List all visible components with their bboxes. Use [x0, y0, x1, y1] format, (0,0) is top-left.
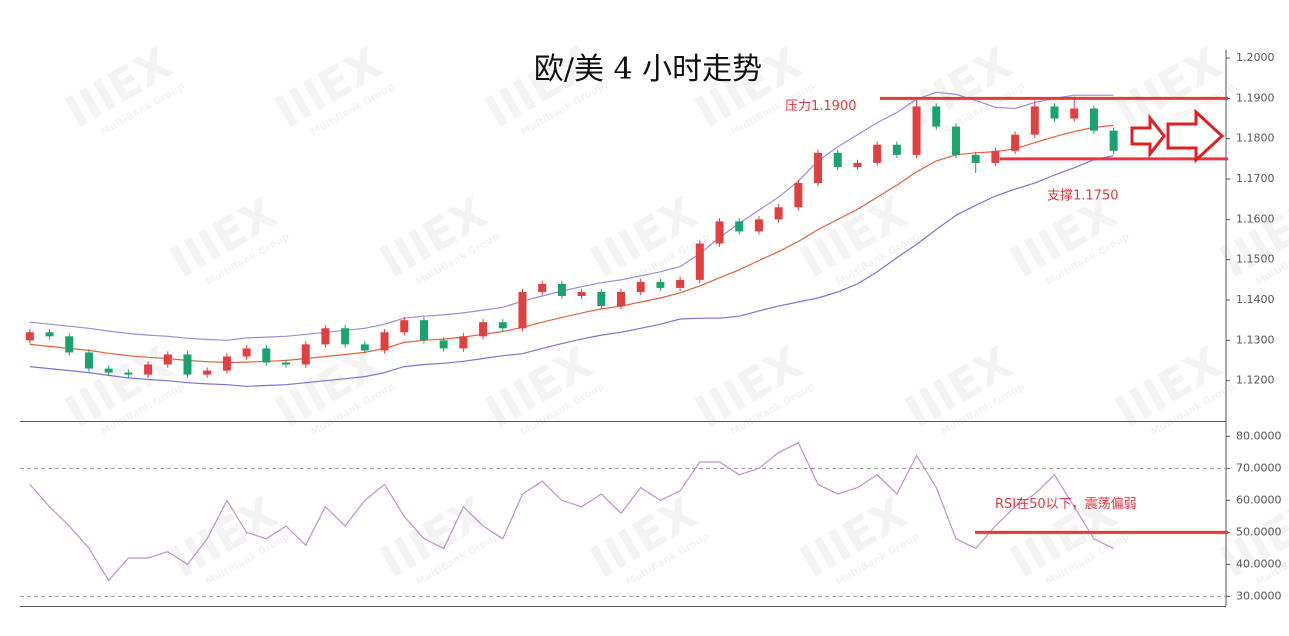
arrow — [1166, 108, 1225, 164]
arrow — [1130, 113, 1166, 159]
candle-body — [715, 221, 724, 244]
candle-body — [1070, 108, 1079, 119]
candle-body — [144, 364, 153, 375]
candle-body — [222, 356, 231, 371]
y-tick-label: 30.0000 — [1236, 589, 1282, 602]
y-tick-label: 80.0000 — [1236, 429, 1282, 442]
y-tick-label: 50.0000 — [1236, 525, 1282, 538]
y-tick-label: 1.1400 — [1236, 293, 1275, 306]
y-tick-label: 1.1300 — [1236, 333, 1275, 346]
candle-body — [597, 291, 606, 307]
candle-body — [971, 154, 980, 163]
candle-body — [794, 183, 803, 208]
candle-body — [735, 221, 744, 232]
candle-body — [242, 348, 251, 357]
rsi-panel: 30.0000 40.0000 50.0000 60.0000 70.0000 80.00… — [20, 429, 1282, 602]
candle-body — [183, 354, 192, 375]
candle-body — [695, 243, 704, 280]
candle-body — [84, 352, 93, 369]
candle-body — [45, 332, 54, 337]
y-tick-label: 40.0000 — [1236, 557, 1282, 570]
candle-body — [1089, 108, 1098, 131]
candle-body — [400, 320, 409, 333]
series-line — [29, 91, 1114, 341]
candle-body — [104, 368, 113, 373]
candle-body — [360, 344, 369, 351]
candle-body — [203, 370, 212, 375]
candle-body — [814, 152, 823, 184]
candle-body — [754, 219, 763, 232]
series-line — [29, 441, 1114, 582]
candle-body — [833, 152, 842, 167]
candle-body — [321, 328, 330, 345]
candle-body — [676, 279, 685, 288]
price-panel: 1.1200 1.1300 1.1400 1.1500 1.1600 1.1700 1.18… — [25, 51, 1275, 387]
y-tick-label: 1.1200 — [1236, 374, 1275, 387]
candle-body — [912, 106, 921, 155]
candle-body — [656, 281, 665, 288]
candle-body — [380, 332, 389, 351]
y-tick-label: 1.1800 — [1236, 132, 1275, 145]
candle-body — [439, 340, 448, 349]
annotation-label: 压力1.1900 — [785, 99, 857, 114]
chart-title: 欧/美 4 小时走势 — [534, 52, 762, 87]
y-tick-label: 1.1700 — [1236, 172, 1275, 185]
annotation-label: 支撑1.1750 — [1047, 188, 1119, 203]
candle-body — [1109, 130, 1118, 151]
candle-body — [65, 336, 74, 353]
candle-body — [419, 320, 428, 341]
candle-body — [518, 291, 527, 329]
candle-body — [479, 322, 488, 337]
candle-body — [951, 126, 960, 155]
y-tick-label: 60.0000 — [1236, 493, 1282, 506]
candle-body — [636, 281, 645, 292]
y-tick-label: 1.2000 — [1236, 51, 1275, 64]
y-tick-label: 70.0000 — [1236, 461, 1282, 474]
candle-body — [163, 354, 172, 365]
candle-body — [774, 207, 783, 220]
candle-body — [892, 144, 901, 155]
candle-body — [25, 332, 34, 341]
candle-body — [617, 291, 625, 307]
y-tick-label: 1.1600 — [1236, 212, 1275, 225]
candle-body — [538, 283, 547, 292]
candle-body — [853, 162, 862, 167]
y-tick-label: 1.1900 — [1236, 91, 1275, 104]
candle-body — [262, 348, 271, 363]
candle-body — [341, 328, 350, 345]
candle-body — [932, 106, 941, 127]
candle-body — [873, 144, 882, 163]
candle-body — [1011, 134, 1020, 151]
candle-body — [301, 344, 310, 365]
annotation-label: RSI在50以下，震荡偏弱 — [995, 497, 1137, 512]
candle-body — [124, 372, 133, 375]
candle-body — [1050, 106, 1059, 119]
candle-body — [577, 291, 586, 296]
candle-body — [1030, 106, 1039, 135]
y-tick-label: 1.1500 — [1236, 253, 1275, 266]
candle-body — [282, 362, 291, 365]
candle-body — [991, 150, 1000, 163]
series-line — [29, 155, 1114, 387]
series-line — [29, 124, 1114, 364]
candle-body — [459, 336, 468, 349]
candle-body — [557, 283, 566, 296]
candle-body — [498, 322, 507, 329]
